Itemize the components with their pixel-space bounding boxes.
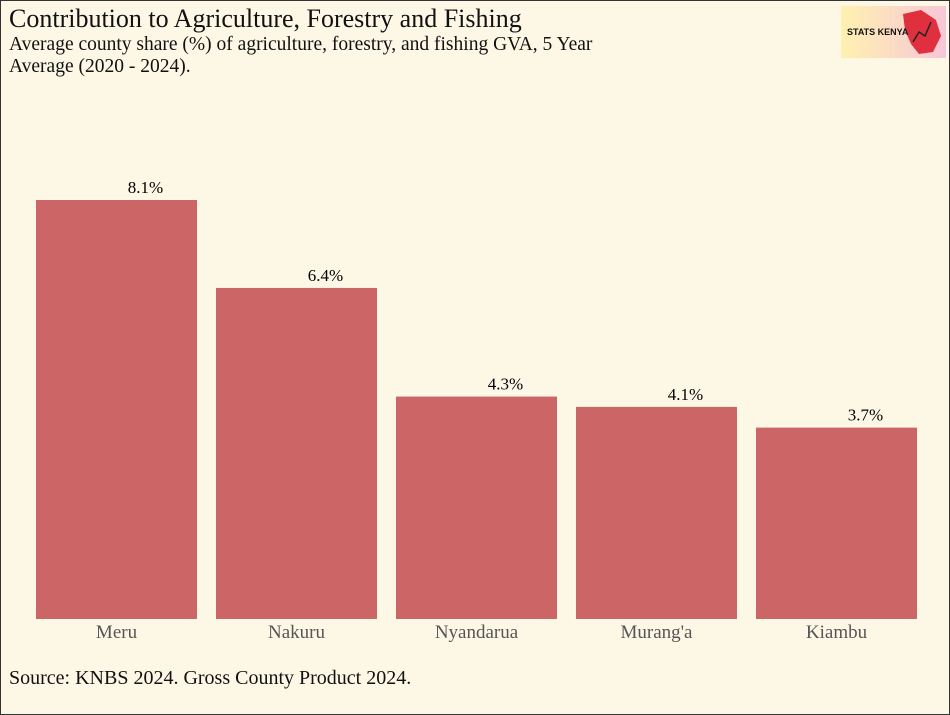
x-tick-label: Nakuru xyxy=(268,622,325,643)
x-tick-label: Kiambu xyxy=(806,622,868,643)
logo-text: STATS KENYA xyxy=(847,27,909,37)
value-label: 8.1% xyxy=(128,178,163,197)
bar xyxy=(756,427,917,619)
logo: STATS KENYA xyxy=(841,6,946,58)
chart: 8.1% Meru 6.4% Nakuru 4.3% Nyandarua 4.1% Muran… xyxy=(36,178,917,643)
chart-title: Contribution to Agriculture, Forestry an… xyxy=(9,4,522,33)
value-label: 3.7% xyxy=(848,406,883,425)
value-label: 6.4% xyxy=(308,266,343,285)
x-tick-label: Murang'a xyxy=(620,622,693,643)
source: Source: KNBS 2024. Gross County Product … xyxy=(9,667,412,689)
bar xyxy=(576,406,737,619)
bar xyxy=(36,200,197,619)
value-label: 4.1% xyxy=(668,385,703,404)
logo-map xyxy=(903,10,941,54)
value-label: 4.3% xyxy=(488,375,523,394)
x-tick-label: Meru xyxy=(96,622,138,643)
chart-subtitle: Average county share (%) of agriculture,… xyxy=(9,34,593,77)
x-tick-label: Nyandarua xyxy=(435,622,519,643)
bar xyxy=(216,287,377,619)
bar xyxy=(396,396,557,619)
